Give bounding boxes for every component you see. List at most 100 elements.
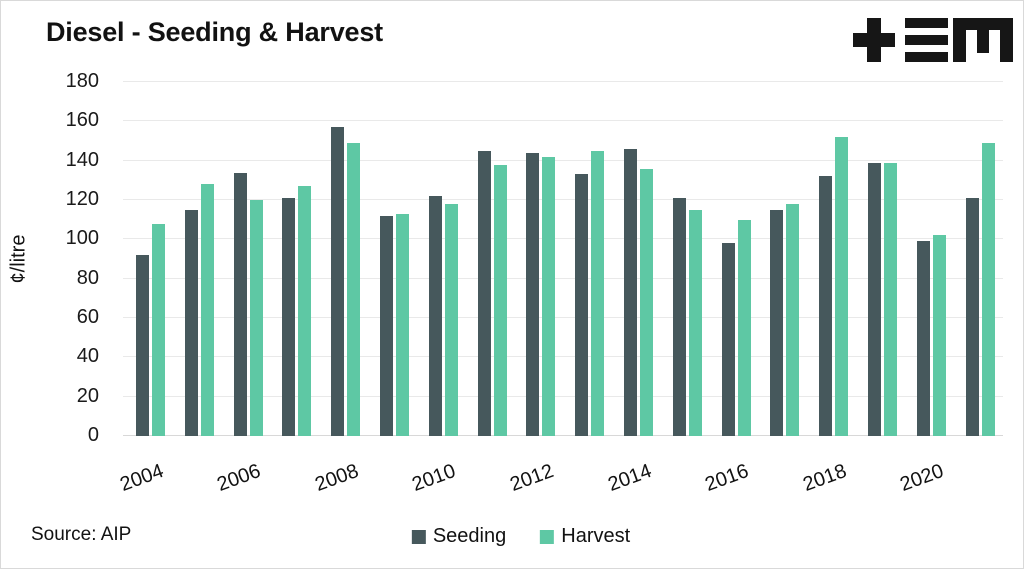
bar-harvest-2008 xyxy=(347,143,361,436)
bar-seeding-2008 xyxy=(331,127,345,436)
bar-seeding-2021 xyxy=(965,198,979,436)
bar-group-2009 xyxy=(380,82,409,436)
bar-seeding-2011 xyxy=(477,150,491,436)
bar-seeding-2004 xyxy=(136,255,149,436)
y-tick-label-160: 160 xyxy=(65,109,99,132)
x-tick-label-2018: 2018 xyxy=(799,460,850,496)
bar-harvest-2021 xyxy=(981,143,995,436)
bar-group-2016 xyxy=(721,82,751,436)
bar-harvest-2007 xyxy=(298,186,312,436)
gridline-60 xyxy=(123,317,1003,318)
bar-group-2007 xyxy=(282,82,312,436)
bar-group-2014 xyxy=(624,82,653,436)
bar-harvest-2020 xyxy=(932,235,946,436)
y-tick-label-40: 40 xyxy=(76,345,99,368)
bar-seeding-2013 xyxy=(575,174,589,436)
bar-harvest-2015 xyxy=(688,209,702,436)
bar-harvest-2009 xyxy=(396,213,409,436)
gridline-100 xyxy=(123,238,1003,240)
legend-label-seeding: Seeding xyxy=(432,525,507,547)
chart-title: Diesel - Seeding & Harvest xyxy=(46,17,383,47)
gridline-140 xyxy=(123,159,1003,161)
bar-group-2011 xyxy=(477,82,507,436)
y-tick-label-60: 60 xyxy=(76,306,99,328)
bar-harvest-2018 xyxy=(835,137,849,436)
bar-group-2008 xyxy=(331,82,361,436)
y-tick-label-20: 20 xyxy=(76,384,99,407)
gridline-180 xyxy=(123,81,1003,82)
bar-group-2017 xyxy=(770,82,800,436)
gridline-0 xyxy=(123,435,1003,436)
bar-group-2004 xyxy=(136,82,165,436)
legend-label-harvest: Harvest xyxy=(561,525,631,547)
bar-harvest-2010 xyxy=(444,203,458,436)
bar-harvest-2012 xyxy=(542,156,556,436)
bar-group-2010 xyxy=(428,82,458,436)
bar-harvest-2014 xyxy=(640,168,653,436)
bar-seeding-2007 xyxy=(282,198,296,436)
x-axis-tick-labels: 2004 2006 2008 2010 2012 2014 2016 2018 2020 xyxy=(117,436,1003,506)
bar-seeding-2018 xyxy=(819,176,833,436)
bar-group-2005 xyxy=(184,82,214,436)
bar-seeding-2009 xyxy=(380,215,393,436)
y-tick-label-100: 100 xyxy=(65,227,99,250)
plot-area xyxy=(123,81,1003,436)
bar-seeding-2016 xyxy=(721,243,735,436)
bar-group-2021 xyxy=(965,82,995,436)
y-tick-label-80: 80 xyxy=(76,266,99,289)
x-tick-label-2016: 2016 xyxy=(702,460,752,496)
bar-seeding-2010 xyxy=(428,196,442,436)
bar-seeding-2017 xyxy=(770,209,784,436)
gridline-160 xyxy=(123,120,1003,122)
bar-group-2006 xyxy=(233,82,263,436)
gridline-80 xyxy=(123,277,1003,279)
gridline-40 xyxy=(123,356,1003,358)
gridline-120 xyxy=(123,199,1003,200)
y-axis-tick-labels: 0 20 40 60 80 100 120 140 160 180 xyxy=(29,71,99,445)
x-tick-label-2004: 2004 xyxy=(116,460,167,496)
y-tick-label-120: 120 xyxy=(65,188,99,210)
bar-seeding-2005 xyxy=(184,209,198,436)
legend-item-harvest: Harvest xyxy=(540,525,630,548)
bar-seeding-2012 xyxy=(526,152,540,436)
y-tick-label-0: 0 xyxy=(87,424,99,446)
x-tick-label-2020: 2020 xyxy=(897,460,947,496)
brand-logo xyxy=(853,18,1013,62)
x-tick-label-2010: 2010 xyxy=(409,460,459,496)
gridline-20 xyxy=(123,395,1003,397)
bar-group-2013 xyxy=(575,82,605,436)
x-tick-label-2014: 2014 xyxy=(604,460,655,496)
x-tick-label-2006: 2006 xyxy=(214,460,264,496)
m-icon xyxy=(953,18,1013,62)
bar-seeding-2015 xyxy=(672,198,686,436)
bar-group-2012 xyxy=(526,82,556,436)
bar-harvest-2017 xyxy=(786,203,800,436)
x-tick-label-2012: 2012 xyxy=(507,460,557,496)
bar-harvest-2006 xyxy=(249,200,263,436)
legend: Seeding Harvest xyxy=(411,525,630,548)
plus-icon xyxy=(853,18,895,62)
x-tick-label-2008: 2008 xyxy=(311,460,362,496)
bar-harvest-2013 xyxy=(591,150,605,436)
legend-swatch-harvest xyxy=(540,529,555,544)
legend-swatch-seeding xyxy=(411,529,426,544)
bar-group-2018 xyxy=(819,82,849,436)
triple-bar-icon xyxy=(905,18,948,62)
bar-group-2015 xyxy=(672,82,702,436)
bar-seeding-2006 xyxy=(233,172,247,436)
bar-group-2019 xyxy=(868,82,897,436)
bar-harvest-2016 xyxy=(737,219,751,436)
source-note: Source: AIP xyxy=(31,524,132,545)
y-tick-label-180: 180 xyxy=(65,70,99,92)
bar-seeding-2020 xyxy=(916,241,930,436)
bar-group-2020 xyxy=(916,82,946,436)
bar-harvest-2011 xyxy=(493,164,507,436)
bar-harvest-2019 xyxy=(884,162,897,436)
bar-seeding-2019 xyxy=(868,162,881,436)
bar-seeding-2014 xyxy=(624,148,637,436)
y-tick-label-140: 140 xyxy=(65,148,99,171)
bar-harvest-2004 xyxy=(152,223,165,436)
legend-item-seeding: Seeding xyxy=(411,525,507,548)
bar-harvest-2005 xyxy=(200,184,214,436)
